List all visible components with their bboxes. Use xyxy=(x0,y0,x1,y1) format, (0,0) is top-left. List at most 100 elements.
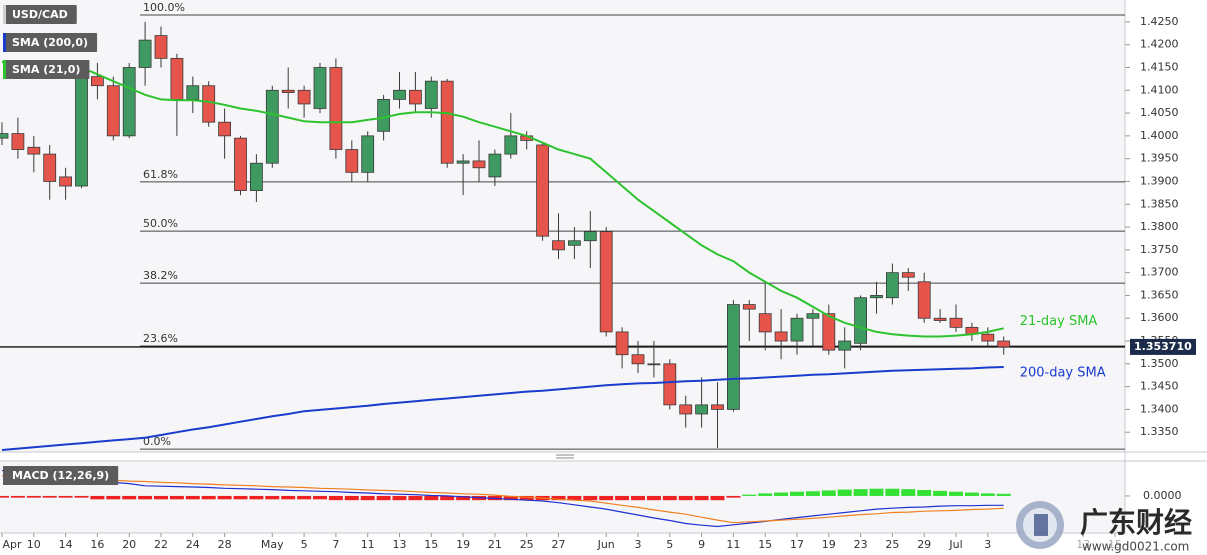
legend-swatch xyxy=(3,5,6,24)
candle-body xyxy=(663,363,677,406)
histogram-bar xyxy=(344,495,359,501)
histogram-bar xyxy=(821,490,836,496)
histogram-bar xyxy=(42,495,57,498)
histogram-bar xyxy=(631,495,645,501)
x-tick-label: 11 xyxy=(361,538,375,551)
legend-box xyxy=(3,466,119,485)
histogram-bar xyxy=(805,491,820,496)
candle-body xyxy=(568,240,581,246)
y-tick-label: 1.3650 xyxy=(1140,288,1179,301)
candle-body xyxy=(11,133,25,150)
y-tick-label: 1.3600 xyxy=(1140,311,1179,324)
legend-box xyxy=(3,5,77,24)
x-tick-label: Jun xyxy=(597,538,615,551)
histogram-bar xyxy=(408,495,423,501)
y-tick-label: 1.3750 xyxy=(1140,243,1179,256)
histogram-bar xyxy=(790,491,804,496)
histogram-bar xyxy=(599,495,614,501)
histogram-bar xyxy=(249,495,264,500)
sma-line xyxy=(1,366,1004,451)
candle-body xyxy=(138,39,152,68)
candle-body xyxy=(631,354,645,365)
x-tick-label: 19 xyxy=(456,538,470,551)
watermark-brand: 广东财经 xyxy=(1080,506,1192,539)
x-tick-label: 22 xyxy=(154,538,168,551)
candle-body xyxy=(472,160,486,169)
histogram-bar xyxy=(122,495,137,500)
candle-body xyxy=(122,67,136,137)
candle-body xyxy=(711,404,724,410)
y-tick-label: 1.3400 xyxy=(1140,402,1179,415)
histogram-bar xyxy=(169,495,184,500)
candle-body xyxy=(647,363,661,366)
histogram-bar xyxy=(440,495,455,501)
annotation: 200-day SMA xyxy=(1020,366,1106,381)
histogram-bar xyxy=(837,489,852,496)
y-tick-label: 1.4150 xyxy=(1140,60,1179,73)
x-tick-label: 15 xyxy=(1108,538,1122,551)
candle-body xyxy=(679,404,693,415)
candle-body xyxy=(997,340,1011,348)
histogram-bar xyxy=(758,493,773,496)
fib-label: 50.0% xyxy=(143,217,178,230)
y-tick-label: 1.3900 xyxy=(1140,174,1179,187)
candle-body xyxy=(218,121,232,137)
candle-body xyxy=(854,297,867,344)
y-tick-label: 1.3800 xyxy=(1140,220,1179,233)
histogram-bar xyxy=(980,493,995,496)
splitter xyxy=(556,454,574,459)
x-tick-label: 7 xyxy=(332,538,339,551)
histogram-bar xyxy=(456,495,471,501)
candle-body xyxy=(727,304,740,410)
candle-body xyxy=(774,331,788,342)
candle-body xyxy=(949,317,963,328)
candle-body xyxy=(456,160,470,164)
histogram-bar xyxy=(885,488,900,496)
macd-line xyxy=(1,469,1004,528)
histogram-bar xyxy=(503,495,518,501)
candle-body xyxy=(615,331,629,356)
legend-box xyxy=(3,60,90,79)
y-tick-label: 1.3700 xyxy=(1140,266,1179,279)
histogram-bar xyxy=(646,495,661,501)
candle-body xyxy=(599,231,613,333)
x-tick-label: 13 xyxy=(393,538,407,551)
histogram-bar xyxy=(567,495,582,501)
candle-body xyxy=(838,340,852,351)
candle-body xyxy=(758,313,772,333)
candle-body xyxy=(0,133,9,139)
histogram-bar xyxy=(424,495,439,501)
watermark-logo xyxy=(1016,501,1064,549)
y-tick-label: 1.4200 xyxy=(1140,38,1179,51)
histogram-bar xyxy=(217,495,232,500)
candle-body xyxy=(170,57,184,100)
candle-body xyxy=(583,231,597,242)
x-tick-label: 10 xyxy=(27,538,41,551)
candle-body xyxy=(27,146,41,155)
x-tick-label: 5 xyxy=(301,538,308,551)
histogram-bar xyxy=(392,495,407,501)
x-tick-label: 25 xyxy=(885,538,899,551)
legend-box xyxy=(3,33,98,52)
x-tick-label: 15 xyxy=(758,538,772,551)
histogram-bar xyxy=(297,495,312,500)
candle-body xyxy=(361,135,375,173)
candle-body xyxy=(424,80,438,109)
price-label: 1.353710 xyxy=(1134,340,1192,353)
candle-body xyxy=(281,89,295,93)
candle-body xyxy=(917,281,931,319)
histogram-bar xyxy=(58,495,73,498)
histogram-bar xyxy=(376,495,391,501)
histogram-bar xyxy=(360,495,375,501)
candle-body xyxy=(504,135,518,155)
x-tick-label: 29 xyxy=(917,538,931,551)
histogram-bar xyxy=(901,489,916,496)
histogram-bar xyxy=(233,495,248,500)
candle-body xyxy=(377,98,391,132)
candle-body xyxy=(790,317,804,342)
histogram-bar xyxy=(662,495,677,501)
legend-swatch xyxy=(3,33,6,52)
x-tick-label: May xyxy=(261,538,284,551)
candle-body xyxy=(313,67,327,109)
candle-body xyxy=(91,76,104,87)
